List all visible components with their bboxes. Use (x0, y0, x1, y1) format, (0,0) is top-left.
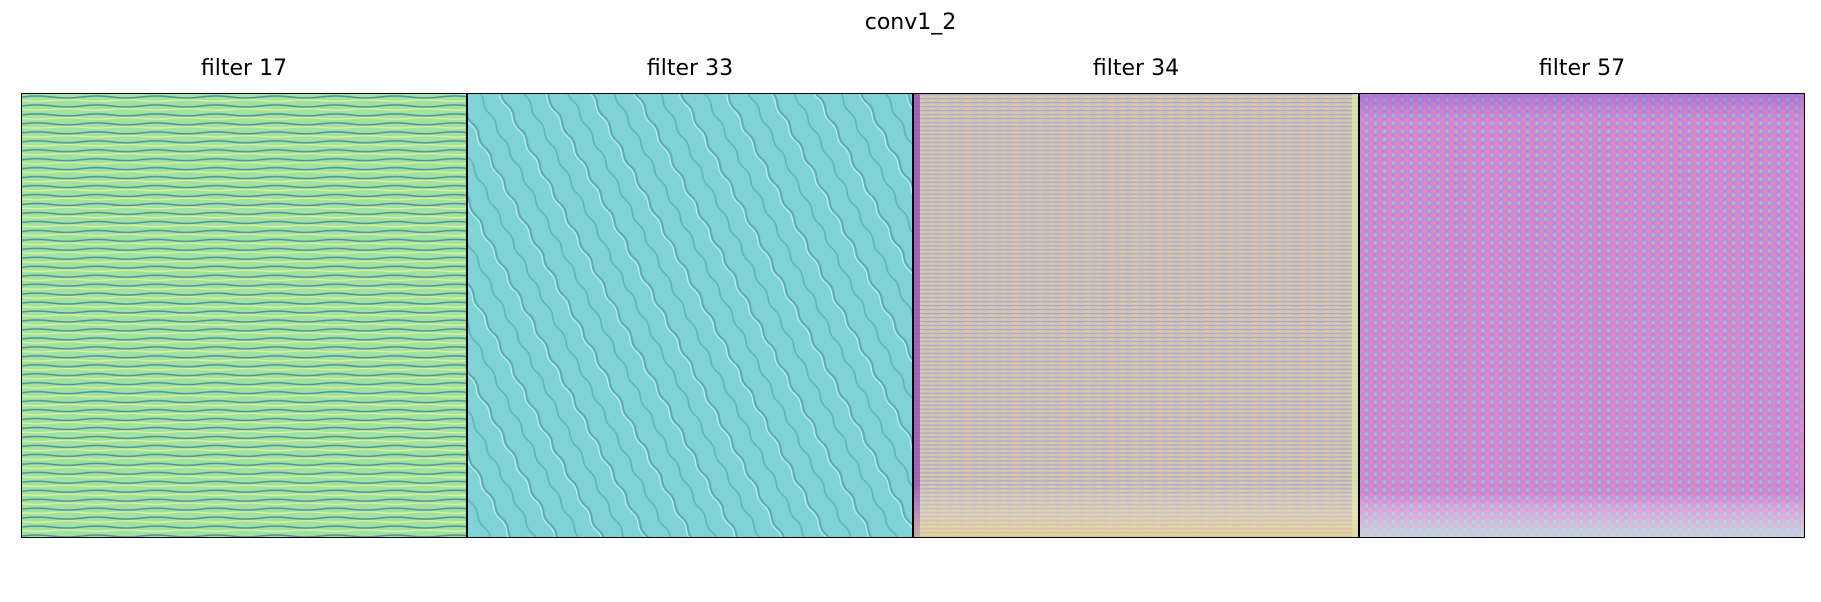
filter-visualization-image (913, 93, 1359, 538)
panel-title: filter 17 (200, 56, 288, 81)
panel-title: filter 57 (1538, 56, 1626, 81)
panel-filter-17: filter 17 (21, 56, 467, 538)
filter-visualization-image (21, 93, 467, 538)
filter-visualization-image (467, 93, 913, 538)
filter-visualization-image (1359, 93, 1805, 538)
panel-filter-34: filter 34 (913, 56, 1359, 538)
figure-title: conv1_2 (864, 10, 957, 35)
panel-title: filter 33 (646, 56, 734, 81)
panel-title: filter 34 (1092, 56, 1180, 81)
panel-filter-57: filter 57 (1359, 56, 1805, 538)
panel-filter-33: filter 33 (467, 56, 913, 538)
